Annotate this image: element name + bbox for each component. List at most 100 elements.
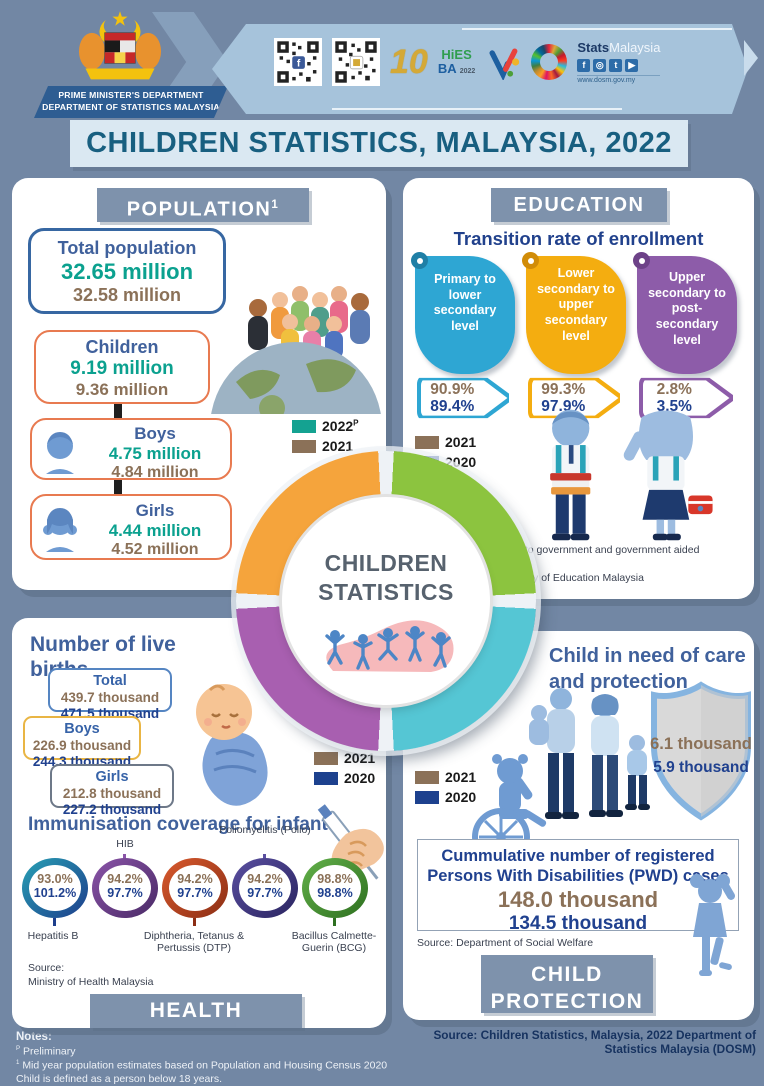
children-2022: 9.19 million [70, 358, 174, 379]
polio-2021: 94.2% [247, 872, 283, 886]
org-banner: PRIME MINISTER'S DEPARTMENT DEPARTMENT O… [34, 86, 228, 118]
footer-notes: Notes: P Preliminary 1 Mid year populati… [16, 1030, 387, 1086]
vaccine-label-hepatitis-b: Hepatitis B [27, 930, 79, 942]
statsmalaysia-brand: StatsMalaysia f ◎ t ▶ www.dosm.gov.my [577, 39, 660, 85]
population-legend: 2022P 2021 [292, 418, 359, 458]
births-boys-label: Boys [64, 721, 100, 737]
org-line2: DEPARTMENT OF STATISTICS MALAYSIA [42, 101, 220, 112]
hib-2020: 97.7% [107, 885, 143, 900]
care-shield: 6.1 thousand 5.9 thousand [649, 681, 753, 823]
notes-title: Notes: [16, 1031, 52, 1043]
births-boys-box: Boys 226.9 thousand 244.3 thousand [23, 716, 141, 769]
total-population-label: Total population [57, 238, 197, 258]
protection-legend: 2021 2020 [415, 769, 476, 809]
website-link[interactable]: www.dosm.gov.my [577, 75, 660, 85]
births-total-2021: 439.7 thousand [60, 690, 160, 705]
people-on-globe-illustration [211, 286, 381, 414]
connector [114, 404, 122, 418]
footer-source: Source: Children Statistics, Malaysia, 2… [433, 1028, 756, 1057]
vaccine-dtp: 94.2% 97.7% [162, 858, 228, 918]
children-label: Children [85, 337, 159, 357]
births-girls-2020: 227.2 thousand [62, 801, 162, 817]
svg-text:f: f [297, 59, 301, 70]
boys-2021: 4.84 million [111, 464, 199, 481]
girl-silhouette-illustration [690, 874, 735, 976]
org-line1: PRIME MINISTER'S DEPARTMENT [58, 90, 204, 100]
transition-badge-primary: 90.9% 89.4% [417, 374, 515, 422]
care-title: Child in need of care and protection [549, 645, 746, 693]
mycensus-logo [485, 44, 521, 80]
pwd-title-line2: Persons With Disabilities (PWD) cases [427, 866, 729, 885]
child-protection-panel: Child in need of care and protection [403, 631, 754, 1020]
legend-2022-swatch [292, 419, 316, 433]
legend-2021-swatch [314, 751, 338, 765]
stem [53, 918, 56, 926]
pin-icon [633, 252, 650, 269]
transition-card-upper-secondary: Upper secondary to post-secondary level [637, 256, 737, 374]
hep-b-2021: 93.0% [37, 872, 73, 886]
pwd-2020: 134.5 thousand [508, 912, 648, 934]
hub-title-line1: CHILDREN [324, 550, 448, 576]
family-illustration [529, 688, 650, 819]
transition-primary-2021: 90.9% [430, 381, 475, 398]
boys-label: Boys [134, 424, 176, 443]
shield-icon [651, 681, 751, 821]
legend-2021-swatch [415, 435, 439, 449]
band-arrow-icon [744, 40, 758, 76]
legend-2020-swatch [415, 790, 439, 804]
brand-stats: Stats [577, 39, 610, 55]
students-illustration [550, 409, 713, 541]
vaccine-hepatitis-b: 93.0% 101.2% [22, 858, 88, 918]
care-2021: 6.1 thousand [650, 735, 752, 753]
instagram-icon[interactable]: ◎ [593, 59, 606, 72]
transition-card-primary: Primary to lower secondary level [415, 256, 515, 374]
hub-center: CHILDREN STATISTICS [282, 497, 490, 705]
care-2020: 5.9 thousand [653, 758, 749, 776]
births-total-box: Total 439.7 thousand 471.5 thousand [48, 668, 172, 721]
legend-2021-swatch [292, 439, 316, 453]
jumping-kids-illustration [325, 619, 454, 672]
vaccine-label-polio: Poliomyelitis (Polio) [219, 824, 311, 836]
polio-2020: 97.7% [247, 885, 283, 900]
note-midyear: 1 Mid year population estimates based on… [16, 1058, 388, 1072]
population-header: POPULATION1 [97, 188, 309, 222]
stem [333, 918, 336, 926]
10th-anniversary-logo: 10 [390, 43, 428, 81]
arrow-right-icon [620, 386, 633, 408]
vaccine-bcg: 98.8% 98.8% [302, 858, 368, 918]
girls-label: Girls [135, 501, 175, 520]
malaysia-coat-of-arms [78, 11, 162, 80]
qr-code-facebook: f [274, 38, 322, 86]
births-boys-2021: 226.9 thousand [32, 738, 132, 753]
twitter-icon[interactable]: t [609, 59, 622, 72]
health-source: Source: Ministry of Health Malaysia [28, 962, 154, 988]
transition-primary-2020: 89.4% [430, 398, 475, 416]
band-line-bottom [332, 108, 622, 110]
facebook-icon[interactable]: f [577, 59, 590, 72]
bcg-2021: 98.8% [317, 872, 353, 886]
qr-code-dosm [332, 38, 380, 86]
pwd-title-line1: Cummulative number of registered [441, 847, 715, 865]
transition-card-lower-secondary: Lower secondary to upper secondary level [526, 256, 626, 374]
transition-lower-2021: 99.3% [541, 381, 586, 398]
boys-2022: 4.75 million [108, 444, 202, 463]
vaccine-label-bcg: Bacillus Calmette-Guerin (BCG) [291, 930, 377, 955]
education-header: EDUCATION [491, 188, 667, 222]
girls-card: Girls 4.44 million 4.52 million [30, 494, 232, 560]
health-legend: 2021 2020 [314, 750, 375, 790]
connector [114, 480, 122, 494]
youtube-icon[interactable]: ▶ [625, 59, 638, 72]
legend-2021-swatch [415, 770, 439, 784]
health-header: HEALTH [90, 994, 302, 1028]
hep-b-2020: 101.2% [33, 885, 77, 900]
hub-title-line2: STATISTICS [318, 578, 454, 605]
arrow-right-icon [509, 386, 522, 408]
girl-icon [43, 508, 77, 552]
note-preliminary: P Preliminary [16, 1044, 76, 1058]
stem [193, 918, 196, 926]
vaccine-hib: 94.2% 97.7% [92, 858, 158, 918]
sdg-wheel-logo [531, 44, 567, 80]
vaccine-label-hib: HIB [116, 838, 134, 850]
children-2021: 9.36 million [75, 380, 169, 399]
